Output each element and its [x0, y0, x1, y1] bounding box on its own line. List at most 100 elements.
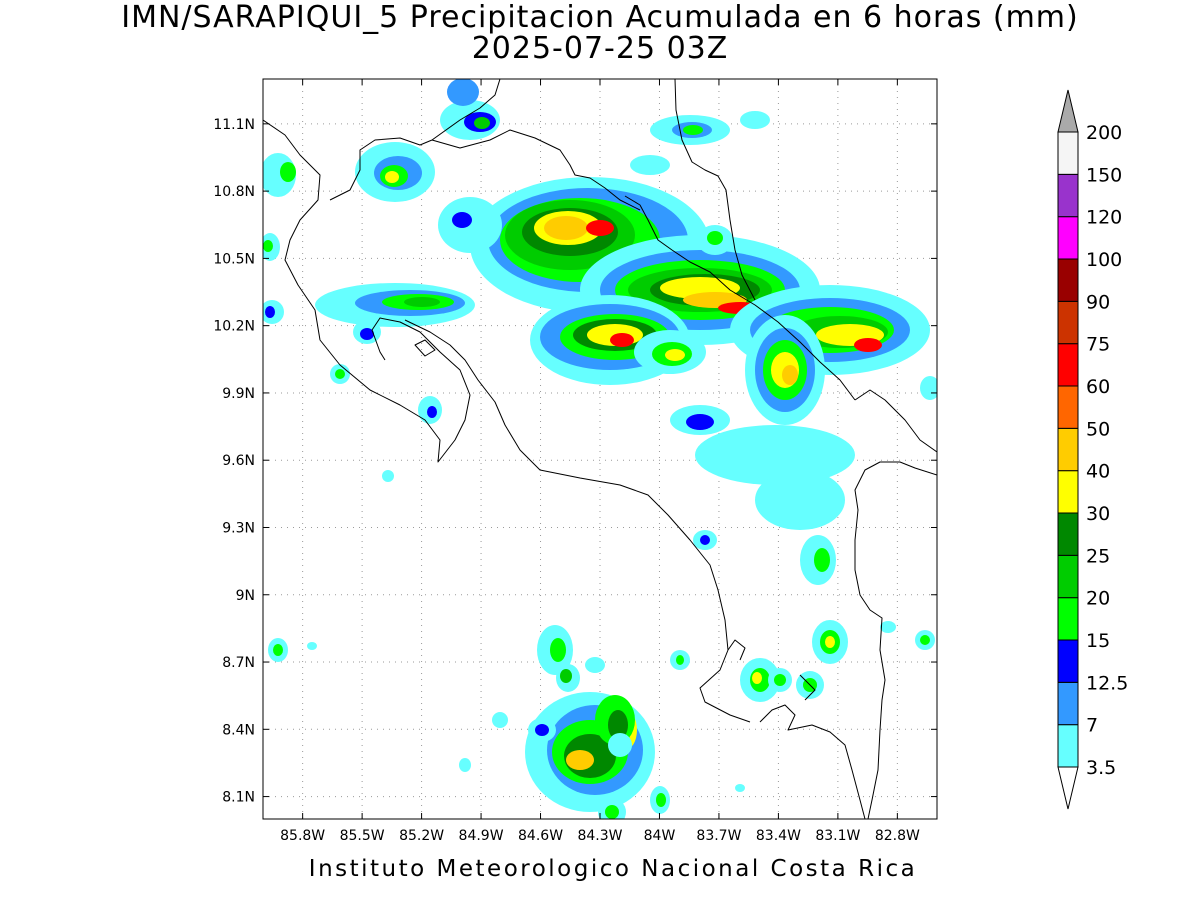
precip-cell [610, 333, 634, 347]
precip-cell [854, 338, 882, 352]
precip-cell [683, 125, 703, 135]
lat-tick-label: 9N [236, 588, 255, 604]
colorbar-level-label: 200 [1086, 122, 1122, 144]
colorbar-swatch [1057, 470, 1079, 514]
colorbar-level-label: 30 [1086, 503, 1110, 525]
colorbar-level-label: 75 [1086, 334, 1110, 356]
lon-tick-label: 84.3W [577, 828, 622, 844]
colorbar-level-label: 25 [1086, 545, 1110, 567]
precip-cell [535, 724, 549, 736]
coastline [404, 319, 751, 723]
colorbar-level-label: 20 [1086, 588, 1110, 610]
precip-cell [385, 171, 399, 183]
precip-cell [438, 197, 502, 253]
precip-cell [695, 425, 855, 485]
colorbar-swatch [1057, 216, 1079, 260]
colorbar-level-label: 7 [1086, 715, 1098, 737]
coastline [431, 79, 501, 141]
precip-cell [474, 117, 490, 129]
coastline [414, 339, 436, 357]
colorbar-swatch [1057, 131, 1079, 175]
precip-cell [560, 669, 572, 683]
lon-tick-label: 82.8W [875, 828, 920, 844]
footer-credit: Instituto Meteorologico Nacional Costa R… [308, 856, 918, 882]
lon-tick-label: 85.2W [399, 828, 444, 844]
precip-cell [825, 636, 835, 648]
lon-tick-label: 83.4W [756, 828, 801, 844]
lon-tick-label: 85.5W [340, 828, 385, 844]
precip-cell [335, 369, 345, 379]
colorbar-swatch [1057, 258, 1079, 302]
precip-cell [665, 349, 685, 361]
colorbar-swatch [1057, 427, 1079, 472]
coastline [854, 461, 937, 819]
precip-cell [920, 635, 930, 645]
lat-tick-label: 10.5N [213, 251, 255, 267]
coastline [799, 674, 816, 701]
precip-cell [382, 470, 394, 482]
precip-cell [735, 784, 745, 792]
coastline [729, 219, 756, 301]
coastline [854, 389, 937, 453]
precip-cell [273, 644, 283, 656]
axis-ticks: 11.1N 10.8N 10.5N 10.2N 9.9N 9.6N 9.3N 9N 8.7N 8.… [213, 79, 937, 844]
precip-cell [656, 793, 666, 807]
precip-cell [263, 240, 273, 252]
precip-cell [707, 231, 723, 245]
precip-cell [740, 111, 770, 129]
precip-cell [427, 406, 437, 418]
colorbar-swatch [1057, 724, 1079, 768]
colorbar-swatch [1057, 300, 1079, 345]
colorbar-level-label: 100 [1086, 249, 1122, 271]
precip-cell [630, 155, 670, 175]
coastline [674, 79, 731, 221]
colorbar-high-arrow [1057, 89, 1079, 133]
map-area[interactable] [260, 78, 940, 826]
precip-cell [608, 733, 632, 757]
coastline [329, 137, 433, 201]
precip-cell [544, 216, 588, 240]
colorbar-swatch [1057, 343, 1079, 387]
colorbar-level-label: 3.5 [1086, 757, 1116, 779]
lon-tick-label: 83.7W [696, 828, 741, 844]
precip-cell [608, 710, 628, 740]
coastline-borders [263, 79, 937, 819]
precip-cell [752, 672, 762, 684]
colorbar-level-label: 150 [1086, 164, 1122, 186]
precip-cell [404, 297, 440, 307]
lon-tick-label: 83.1W [815, 828, 860, 844]
lat-tick-label: 9.6N [222, 453, 255, 469]
coastline [727, 639, 746, 661]
colorbar-level-label: 120 [1086, 207, 1122, 229]
coastline [624, 195, 856, 401]
colorbar-level-label: 40 [1086, 461, 1110, 483]
map-subtitle-datetime: 2025-07-25 03Z [471, 31, 729, 66]
lat-tick-label: 9.9N [222, 386, 255, 402]
precip-cell [782, 365, 798, 385]
lat-tick-label: 10.8N [213, 184, 255, 200]
colorbar-level-label: 15 [1086, 630, 1110, 652]
precip-cell [280, 162, 296, 182]
map-title: IMN/SARAPIQUI_5 Precipitacion Acumulada … [121, 0, 1079, 35]
colorbar-swatch [1057, 173, 1079, 218]
colorbar-low-arrow [1057, 766, 1079, 810]
precip-cell [265, 306, 275, 318]
lon-tick-label: 84.9W [459, 828, 504, 844]
colorbar-level-label: 12.5 [1086, 672, 1128, 694]
colorbar-swatch [1057, 639, 1079, 683]
lon-tick-label: 85.8W [280, 828, 325, 844]
coastline [263, 119, 471, 463]
lat-tick-label: 8.7N [222, 655, 255, 671]
precipitation-field [263, 79, 937, 819]
lat-tick-label: 8.1N [222, 790, 255, 806]
precip-cell [492, 712, 508, 728]
coastline [759, 704, 866, 819]
precip-cell [566, 750, 594, 770]
precip-cell [814, 548, 830, 572]
precip-cell [920, 376, 937, 400]
lat-tick-label: 9.3N [222, 520, 255, 536]
precip-cell [676, 655, 684, 665]
colorbar-legend: 3.5 7 12.5 15 20 25 30 40 50 60 75 90 100 120 150 200 [1057, 89, 1128, 810]
colorbar-level-label: 60 [1086, 376, 1110, 398]
